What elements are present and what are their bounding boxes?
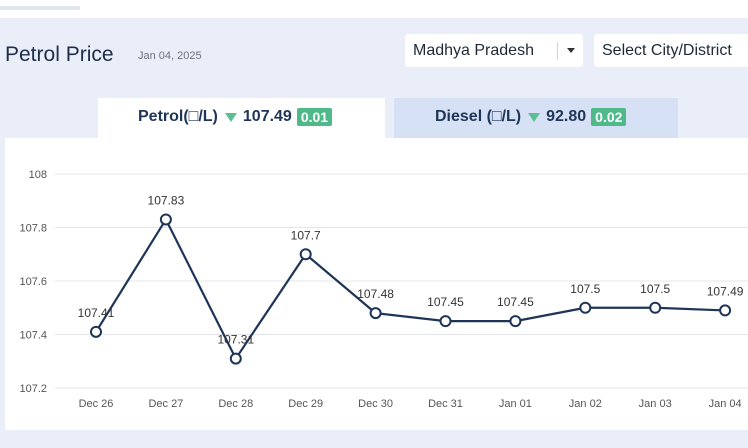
data-label: 107.31 <box>217 333 254 347</box>
state-select[interactable]: Madhya Pradesh <box>405 34 583 67</box>
data-point <box>509 315 522 328</box>
price-line-chart: 107.2 107.4 107.6 107.8 108 Dec 26 Dec 27 Dec 2… <box>19 169 748 410</box>
page-date: Jan 04, 2025 <box>138 50 202 62</box>
tab-petrol-label: Petrol(□/L) <box>138 108 218 125</box>
data-point <box>299 248 312 261</box>
data-label: 107.49 <box>707 284 744 298</box>
x-tick-label: Dec 29 <box>288 398 323 410</box>
tab-petrol[interactable]: Petrol(□/L) 107.49 0.01 <box>98 98 385 138</box>
x-tick-label: Dec 26 <box>79 398 114 410</box>
bottom-band <box>0 430 748 448</box>
x-tick-label: Jan 01 <box>499 398 532 410</box>
data-label: 107.83 <box>148 193 185 207</box>
data-label: 107.41 <box>78 306 115 320</box>
city-select[interactable]: Select City/District <box>594 34 748 67</box>
x-tick-label: Jan 03 <box>639 398 672 410</box>
y-tick-label: 107.6 <box>19 276 47 288</box>
top-strip-line <box>0 6 80 10</box>
x-tick-label: Jan 02 <box>569 398 602 410</box>
data-point <box>649 301 662 314</box>
data-point <box>159 213 172 226</box>
chart-panel: 107.2 107.4 107.6 107.8 108 Dec 26 Dec 27 Dec 2… <box>5 138 748 430</box>
data-point <box>439 315 452 328</box>
data-label: 107.5 <box>570 282 600 296</box>
data-point <box>719 304 732 317</box>
x-tick-label: Dec 30 <box>358 398 393 410</box>
data-point <box>90 325 102 338</box>
tab-diesel-price: 92.80 <box>546 108 587 125</box>
down-arrow-icon <box>528 112 541 122</box>
data-label: 107.5 <box>640 282 670 296</box>
data-label: 107.7 <box>291 228 321 242</box>
tab-petrol-price: 107.49 <box>242 108 292 125</box>
state-select-value: Madhya Pradesh <box>413 42 534 59</box>
page-title: Petrol Price <box>5 43 114 66</box>
y-tick-label: 107.8 <box>19 223 47 235</box>
chevron-down-icon[interactable] <box>565 44 577 56</box>
y-tick-label: 107.2 <box>19 383 47 395</box>
x-tick-label: Dec 31 <box>428 398 463 410</box>
tab-diesel-change-badge: 0.02 <box>591 108 627 126</box>
top-strip <box>0 0 748 18</box>
select-divider <box>557 42 558 60</box>
data-point <box>369 307 382 320</box>
x-tick-label: Dec 28 <box>218 398 253 410</box>
data-point <box>229 352 242 365</box>
series-line <box>95 218 726 360</box>
tab-diesel[interactable]: Diesel (□/L) 92.80 0.02 <box>394 98 678 138</box>
y-tick-label: 108 <box>29 169 47 181</box>
down-arrow-icon <box>224 112 237 122</box>
data-label: 107.45 <box>497 295 534 309</box>
data-point <box>579 301 592 314</box>
y-tick-label: 107.4 <box>19 330 47 342</box>
tab-petrol-change-badge: 0.01 <box>296 108 333 126</box>
tab-diesel-label: Diesel (□/L) <box>435 108 522 125</box>
data-label: 107.45 <box>427 295 464 309</box>
data-label: 107.48 <box>357 287 394 301</box>
x-tick-label: Dec 27 <box>148 398 183 410</box>
city-select-value: Select City/District <box>602 42 732 59</box>
x-tick-label: Jan 04 <box>709 398 742 410</box>
